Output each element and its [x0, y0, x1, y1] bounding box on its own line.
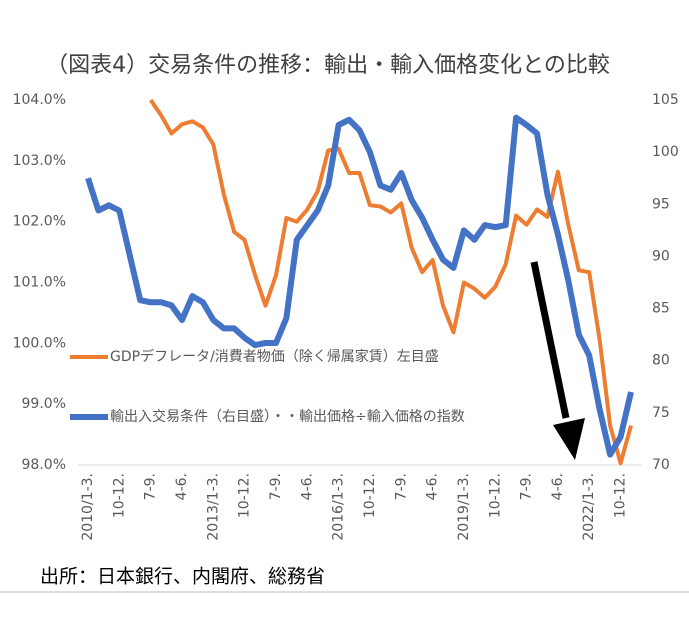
y-tick-label: 104.0%	[13, 92, 66, 108]
arrow	[530, 261, 585, 460]
x-tick-label: 2016/1-3.	[331, 473, 347, 541]
x-tick-label: 4-6.	[425, 473, 441, 500]
y2-tick-label: 100	[652, 144, 679, 160]
x-tick-label: 10-12.	[487, 473, 503, 518]
x-tick-label: 2022/1-3.	[581, 473, 597, 541]
y2-tick-label: 105	[652, 92, 679, 108]
legend-label: GDPデフレータ/消費者物価（除く帰属家賃）左目盛	[110, 349, 439, 365]
y-tick-label: 102.0%	[13, 214, 66, 230]
y-tick-label: 98.0%	[22, 457, 66, 473]
series-line	[85, 114, 634, 458]
y2-tick-label: 70	[652, 457, 670, 473]
y2-tick-label: 85	[652, 301, 670, 317]
y-tick-label: 101.0%	[13, 275, 66, 291]
x-tick-label: 7-9.	[143, 473, 159, 500]
x-tick-label: 10-12.	[362, 473, 378, 518]
y2-tick-label: 80	[652, 353, 670, 369]
x-tick-label: 10-12.	[237, 473, 253, 518]
x-tick-label: 4-6.	[174, 473, 190, 500]
y2-tick-label: 95	[652, 196, 670, 212]
source-note: 出所：日本銀行、内閣府、総務省	[40, 566, 325, 588]
x-tick-label: 10-12.	[613, 473, 629, 518]
x-tick-label: 7-9.	[268, 473, 284, 500]
y-tick-label: 99.0%	[22, 396, 66, 412]
y2-tick-label: 75	[652, 405, 670, 421]
x-tick-label: 4-6.	[299, 473, 315, 500]
y-tick-label: 100.0%	[13, 335, 66, 351]
x-tick-label: 7-9.	[519, 473, 535, 500]
x-tick-label: 7-9.	[393, 473, 409, 500]
y-tick-label: 103.0%	[13, 153, 66, 169]
x-tick-label: 2013/1-3.	[205, 473, 221, 541]
x-tick-label: 10-12.	[111, 473, 127, 518]
chart-title: （図表4）交易条件の推移：輸出・輸入価格変化との比較	[46, 53, 610, 78]
x-tick-label: 4-6.	[550, 473, 566, 500]
legend-label: 輸出入交易条件（右目盛）・・輸出価格÷輸入価格の指数	[110, 409, 465, 425]
y2-tick-label: 90	[652, 248, 670, 264]
x-tick-label: 2010/1-3.	[80, 473, 96, 541]
x-tick-label: 2019/1-3.	[456, 473, 472, 541]
